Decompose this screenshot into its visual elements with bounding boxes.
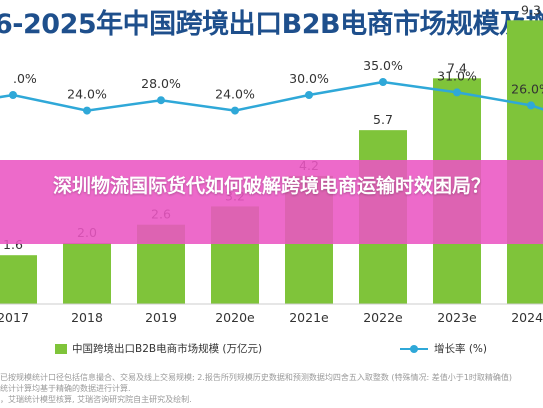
growth-point (527, 101, 535, 110)
x-axis-layer: 2017 2018 2019 2020e 2021e 2022e 2023e 2024e (0, 303, 543, 325)
growth-line-layer: .0% 24.0% 28.0% 24.0% 30.0% 35.0% 31.0% 26.0% (0, 58, 543, 115)
growth-line (0, 80, 543, 112)
growth-value-label: 28.0% (141, 76, 181, 91)
bar (63, 243, 111, 304)
growth-value-label: .0% (13, 71, 37, 86)
x-tick-label: 2017 (0, 310, 29, 325)
x-tick-label: 2023e (437, 310, 477, 325)
x-tick-label: 2018 (71, 310, 103, 325)
growth-value-label: 30.0% (289, 71, 329, 86)
growth-point (453, 88, 461, 97)
source-line: 统计计算均基于精确的数据进行计算. (0, 384, 131, 393)
chart-title: 6-2025年中国跨境出口B2B电商市场规模及增 (0, 9, 543, 40)
x-tick-label: 2019 (145, 310, 177, 325)
bar-value-label: 9.3 (521, 2, 541, 17)
legend-line-marker (410, 345, 418, 353)
growth-point (157, 96, 165, 105)
growth-point (83, 106, 91, 115)
source-note: 已按规模统计口径包括信息撮合、交易及线上交易规模; 2.报告所列规模历史数据和预… (0, 372, 543, 405)
source-line: 已按规模统计口径包括信息撮合、交易及线上交易规模; 2.报告所列规模历史数据和预… (0, 373, 512, 382)
growth-point (379, 78, 387, 86)
growth-point (305, 91, 313, 99)
growth-point (231, 106, 239, 115)
x-tick-label: 2022e (363, 310, 403, 325)
bar-value-label: 5.7 (373, 112, 393, 127)
growth-value-label: 35.0% (363, 58, 403, 73)
promo-banner (0, 160, 543, 244)
x-tick-label: 2024e (511, 310, 543, 325)
growth-value-label: 31.0% (437, 68, 477, 83)
bar-value-label: 7.4 (447, 60, 467, 75)
banner-text: 深圳物流国际货代如何破解跨境电商运输时效困局？ (52, 175, 490, 197)
growth-value-label: 26.0% (511, 81, 543, 96)
bars-layer: 1.62.02.63.24.25.77.49.3 (0, 2, 543, 304)
source-line: ，艾瑞统计模型核算, 艾瑞咨询研究院自主研究及绘制. (0, 395, 192, 404)
legend-bar-label: 中国跨境出口B2B电商市场规模 (万亿元) (72, 343, 263, 355)
x-tick-label: 2020e (215, 310, 255, 325)
growth-value-label: 24.0% (67, 87, 107, 102)
growth-point (9, 91, 17, 99)
growth-value-label: 24.0% (215, 87, 255, 102)
legend-line-label: 增长率 (%) (434, 343, 488, 355)
legend-bar-swatch (55, 344, 67, 354)
x-tick-label: 2021e (289, 310, 329, 325)
bar (0, 255, 37, 304)
